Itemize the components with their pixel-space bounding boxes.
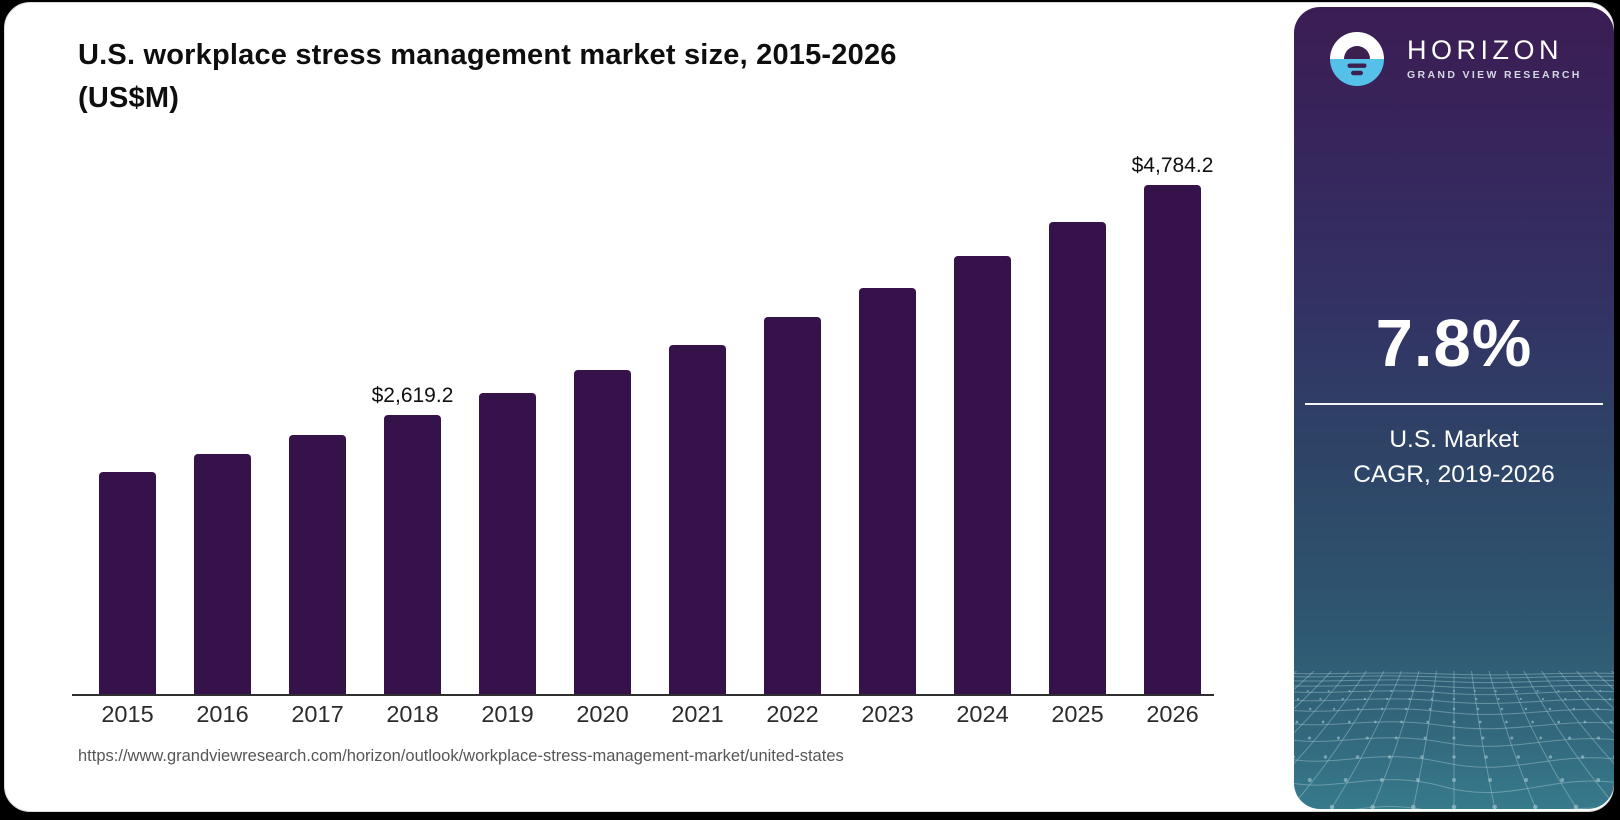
cagr-stat: 7.8% U.S. Market CAGR, 2019-2026 bbox=[1294, 310, 1614, 492]
cagr-label-line1: U.S. Market bbox=[1389, 426, 1519, 453]
brand-name: HORIZON bbox=[1407, 35, 1563, 66]
cagr-value: 7.8% bbox=[1375, 306, 1533, 381]
bar-2016 bbox=[194, 454, 251, 694]
x-axis-line bbox=[72, 694, 1214, 696]
x-tick-label-2021: 2021 bbox=[671, 701, 724, 727]
bar-2018 bbox=[384, 415, 441, 694]
x-tick-label-2025: 2025 bbox=[1051, 701, 1104, 727]
x-tick-label-2020: 2020 bbox=[576, 701, 629, 727]
x-tick-label-2023: 2023 bbox=[861, 701, 914, 727]
bar-2015 bbox=[99, 472, 156, 694]
cagr-label: U.S. Market CAGR, 2019-2026 bbox=[1294, 422, 1614, 492]
x-tick-label-2022: 2022 bbox=[766, 701, 819, 727]
chart-title-line2: (US$M) bbox=[78, 81, 180, 114]
source-url: https://www.grandviewresearch.com/horizo… bbox=[78, 747, 844, 765]
bar-2024 bbox=[954, 256, 1011, 694]
x-tick-label-2015: 2015 bbox=[101, 701, 154, 727]
brand-text: HORIZON GRAND VIEW RESEARCH bbox=[1407, 37, 1582, 81]
x-tick-label-2017: 2017 bbox=[291, 701, 344, 727]
x-tick-label-2019: 2019 bbox=[481, 701, 534, 727]
x-tick-label-2016: 2016 bbox=[196, 701, 249, 727]
x-tick-label-2018: 2018 bbox=[386, 701, 439, 727]
horizon-logo-icon bbox=[1330, 32, 1384, 86]
x-tick-label-2024: 2024 bbox=[956, 701, 1009, 727]
bar-2022 bbox=[764, 317, 821, 694]
chart-title: U.S. workplace stress management market … bbox=[78, 34, 1188, 120]
x-tick-label-2026: 2026 bbox=[1146, 701, 1199, 727]
stat-divider bbox=[1305, 403, 1603, 405]
bar-value-label-2026: $4,784.2 bbox=[1131, 154, 1214, 177]
bar-2020 bbox=[574, 370, 631, 694]
bar-value-label-2018: $2,619.2 bbox=[371, 384, 454, 407]
bar-2023 bbox=[859, 288, 916, 694]
cagr-label-line2: CAGR, 2019-2026 bbox=[1353, 461, 1555, 488]
bar-2026 bbox=[1144, 185, 1201, 694]
bar-2019 bbox=[479, 393, 536, 694]
chart-title-line1: U.S. workplace stress management market … bbox=[78, 39, 897, 71]
bar-chart: 2015 2016 2017 2018 $2,619.2 2019 2020 2021 2022… bbox=[72, 154, 1214, 727]
brand-logo: HORIZON GRAND VIEW RESEARCH bbox=[1330, 32, 1582, 86]
bar-2017 bbox=[289, 435, 346, 694]
bar-2021 bbox=[669, 345, 726, 694]
bar-2025 bbox=[1049, 222, 1106, 694]
sidebar-card: HORIZON GRAND VIEW RESEARCH 7.8% U.S. Ma… bbox=[1294, 7, 1614, 809]
brand-tagline: GRAND VIEW RESEARCH bbox=[1407, 69, 1582, 82]
wireframe-mesh-decoration bbox=[1294, 671, 1614, 809]
